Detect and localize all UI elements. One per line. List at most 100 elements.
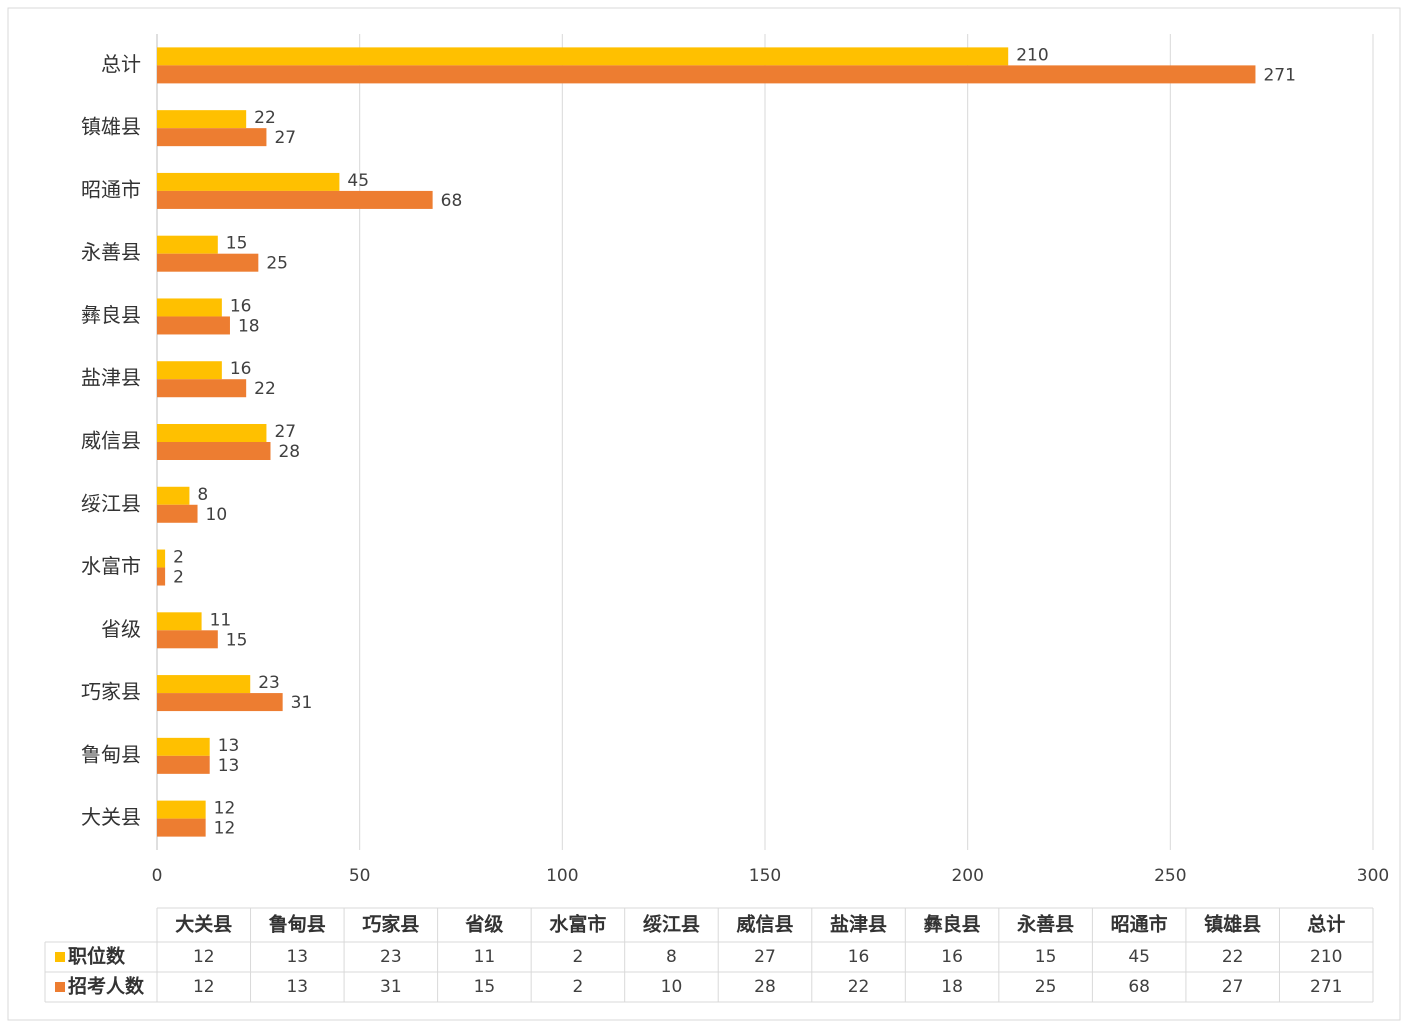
data-label: 210 (1016, 45, 1048, 65)
bar (157, 424, 267, 442)
y-tick-label: 绥江县 (81, 491, 141, 515)
y-tick-label: 水富市 (81, 554, 141, 578)
bar (157, 65, 1256, 84)
bar (157, 379, 247, 398)
table-cell: 16 (941, 947, 963, 967)
bar (157, 190, 433, 209)
table-cell: 12 (193, 977, 215, 997)
data-label: 12 (214, 819, 236, 839)
x-tick-label: 150 (749, 866, 781, 886)
y-tick-label: 盐津县 (81, 366, 141, 390)
y-tick-label: 大关县 (81, 805, 141, 829)
table-header: 昭通市 (1111, 913, 1168, 936)
bar (157, 47, 1009, 66)
table-cell: 11 (474, 947, 496, 967)
y-tick-label: 彝良县 (81, 303, 141, 327)
data-label: 13 (218, 736, 240, 756)
bar (157, 504, 198, 523)
data-label: 45 (347, 171, 369, 191)
bar (157, 737, 210, 756)
data-label: 18 (238, 316, 260, 336)
bar (157, 630, 218, 649)
x-tick-label: 200 (951, 866, 983, 886)
bar (157, 110, 247, 129)
table-cell: 271 (1310, 977, 1342, 997)
table-cell: 22 (1222, 947, 1244, 967)
table-cell: 18 (941, 977, 963, 997)
table-header: 巧家县 (362, 913, 419, 936)
data-label: 16 (230, 359, 252, 379)
x-tick-label: 100 (546, 866, 578, 886)
table-header: 鲁甸县 (268, 913, 326, 936)
data-label: 31 (291, 693, 313, 713)
table-cell: 28 (754, 977, 776, 997)
x-tick-label: 300 (1357, 866, 1389, 886)
y-tick-label: 鲁甸县 (81, 742, 141, 766)
bar (157, 253, 259, 272)
data-label: 2 (173, 548, 184, 568)
table-header: 镇雄县 (1204, 913, 1261, 936)
table-header: 省级 (464, 913, 503, 936)
table-header: 永善县 (1016, 913, 1074, 936)
x-tick-label: 0 (152, 866, 163, 886)
bar (157, 298, 222, 317)
bar (157, 316, 230, 335)
legend-label: 招考人数 (68, 975, 145, 998)
bar (157, 800, 206, 819)
table-header: 总计 (1307, 913, 1345, 936)
data-label: 15 (226, 234, 248, 254)
table-cell: 22 (848, 977, 870, 997)
data-label: 11 (210, 610, 232, 630)
table-cell: 2 (573, 977, 584, 997)
data-label: 271 (1263, 65, 1295, 85)
table-cell: 31 (380, 977, 402, 997)
data-label: 22 (254, 379, 276, 399)
legend-swatch (55, 982, 65, 992)
table-cell: 12 (193, 947, 215, 967)
data-label: 25 (266, 254, 288, 274)
data-label: 28 (278, 442, 300, 462)
data-label: 8 (197, 485, 208, 505)
legend-swatch (55, 952, 65, 962)
data-label: 13 (218, 756, 240, 776)
table-cell: 27 (754, 947, 776, 967)
bar (157, 172, 340, 191)
table-header: 绥江县 (643, 913, 700, 936)
data-label: 23 (258, 673, 280, 693)
y-tick-label: 巧家县 (81, 680, 141, 704)
table-header: 盐津县 (830, 913, 887, 936)
data-label: 16 (230, 296, 252, 316)
table-cell: 25 (1035, 977, 1057, 997)
data-label: 10 (206, 505, 228, 525)
data-label: 27 (274, 422, 296, 442)
table-cell: 23 (380, 947, 402, 967)
data-label: 15 (226, 630, 248, 650)
table-header: 威信县 (736, 913, 793, 936)
table-header: 大关县 (175, 913, 232, 936)
y-tick-label: 威信县 (81, 429, 141, 453)
table-cell: 210 (1310, 947, 1342, 967)
table-cell: 68 (1128, 977, 1150, 997)
data-label: 12 (214, 799, 236, 819)
y-tick-label: 镇雄县 (81, 115, 141, 139)
x-tick-label: 50 (349, 866, 371, 886)
y-tick-label: 永善县 (81, 240, 141, 264)
x-tick-label: 250 (1154, 866, 1186, 886)
data-label: 68 (441, 191, 463, 211)
table-cell: 27 (1222, 977, 1244, 997)
bar (157, 612, 202, 631)
bar (157, 755, 210, 774)
bar (157, 693, 283, 712)
bar (157, 486, 190, 505)
bar (157, 128, 267, 147)
table-cell: 16 (848, 947, 870, 967)
table-cell: 13 (286, 947, 308, 967)
y-tick-label: 省级 (101, 617, 141, 641)
y-tick-label: 总计 (101, 52, 141, 76)
bar (157, 818, 206, 837)
table-cell: 45 (1128, 947, 1150, 967)
table-cell: 2 (573, 947, 584, 967)
bar (157, 549, 166, 568)
bar (157, 675, 251, 694)
